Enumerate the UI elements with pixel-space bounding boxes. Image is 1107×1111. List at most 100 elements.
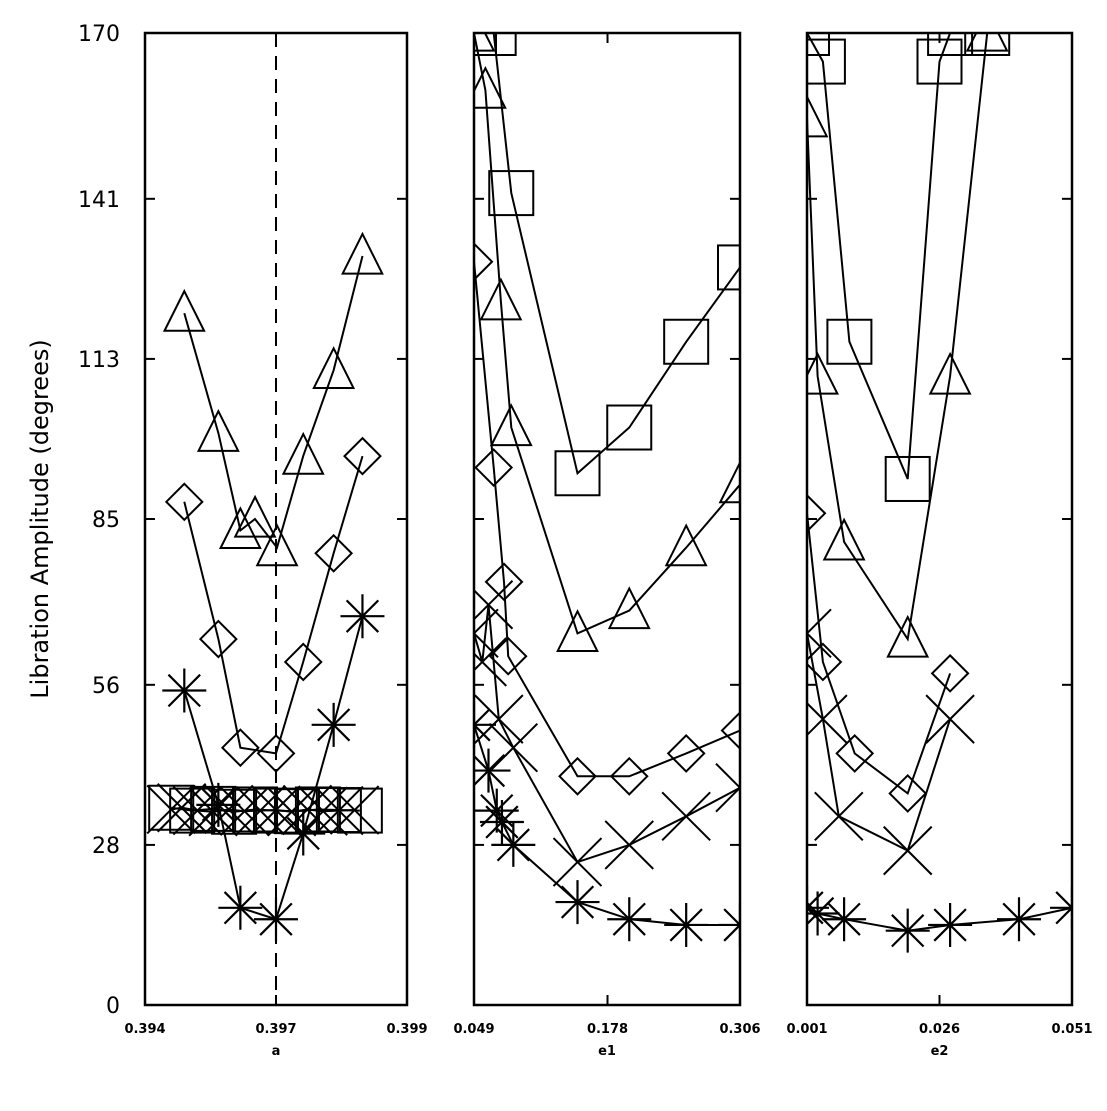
diamond-series [807,493,970,813]
panel-plot-content [807,33,1072,953]
asterisk-marker [218,885,263,930]
series-line [474,33,740,635]
cross-series [474,580,740,887]
square-marker [807,38,846,85]
panel-3: 0.001 0.026 0.051 e2 [786,31,1093,1059]
square-series [807,33,1011,502]
asterisk-series [162,594,385,942]
square-marker [232,786,279,833]
series-line [807,513,952,796]
asterisk-marker [340,594,385,639]
asterisk-marker [474,788,519,833]
panel-2: 0.049 0.178 0.306 e1 [453,31,761,1059]
asterisk-marker [254,897,298,942]
diamond-series [474,242,740,796]
panel-plot-content [146,33,385,1005]
x-tick-label: 0.026 [919,1022,960,1037]
diamond-series [164,436,382,773]
diamond-marker [283,642,323,682]
y-tick-label: 56 [92,674,120,699]
square-marker [663,318,710,365]
square-marker [169,787,216,834]
diamond-marker [666,734,706,773]
square-marker [211,788,258,835]
cross-marker [715,763,740,813]
cross-marker [146,784,196,835]
triangle-series [474,33,740,652]
triangle-marker [556,609,599,652]
series-line [807,33,988,480]
cross-marker [474,608,499,659]
asterisk-marker [718,902,740,947]
triangle-marker [965,33,1009,52]
y-tick-label: 141 [78,188,120,213]
panel-1: 0.394 0.397 0.399 a [124,31,428,1059]
x-axis-label: e1 [598,1044,616,1059]
triangle-marker [928,351,972,395]
asterisk-marker [555,880,600,925]
square-series [474,33,740,497]
y-tick-label: 85 [92,508,120,533]
triangle-marker [822,517,866,561]
triangle-marker [479,277,523,321]
y-tick-label: 0 [106,994,120,1019]
diamond-marker [314,533,354,573]
y-axis-label: Libration Amplitude (degrees) [26,339,54,698]
triangle-marker [218,506,262,550]
series-line [183,255,364,550]
square-marker [964,33,1011,56]
square-marker [884,455,931,502]
series-line [474,261,740,778]
x-tick-label: 0.306 [719,1022,760,1037]
x-axis-label: e2 [931,1044,949,1059]
triangle-marker [718,460,740,504]
diamond-marker [474,242,494,282]
asterisk-marker [607,897,652,942]
diamond-marker [488,636,528,676]
panel-plot-content [474,33,740,947]
triangle-marker [474,65,507,109]
panel-frame [805,31,1074,1007]
diamond-marker [930,653,970,693]
diamond-marker [220,728,260,768]
asterisk-marker [162,668,207,713]
cross-marker [488,722,539,773]
square-marker [606,404,653,451]
x-tick-label: 0.397 [255,1022,296,1037]
x-tick-label: 0.394 [124,1022,165,1037]
x-tick-label: 0.001 [786,1022,827,1037]
square-marker [488,170,535,217]
asterisk-series [474,702,740,947]
cross-marker [661,791,711,842]
cross-marker [156,783,207,833]
diamond-marker [164,482,204,522]
asterisk-series [807,885,1072,953]
triangle-series [162,231,384,567]
asterisk-marker [196,782,241,827]
cross-series [807,608,975,876]
asterisk-marker [928,902,973,947]
square-marker [916,38,963,85]
diamond-marker [807,642,843,682]
square-marker [826,318,873,365]
y-tick-label: 170 [78,22,120,47]
diamond-marker [484,562,524,602]
asterisk-marker [807,891,840,936]
asterisk-marker [311,702,356,747]
series-line [807,633,952,853]
cross-marker [882,825,933,876]
square-marker [554,450,601,497]
x-axis-label: a [272,1044,281,1059]
triangle-marker [312,346,356,389]
asterisk-marker [474,748,511,793]
diamond-marker [343,436,382,476]
cross-marker [552,837,603,887]
square-marker [273,788,320,835]
cross-marker [474,637,507,687]
triangle-marker [233,494,277,538]
square-marker [927,33,974,56]
triangle-marker [162,288,206,332]
square-marker [717,244,740,291]
